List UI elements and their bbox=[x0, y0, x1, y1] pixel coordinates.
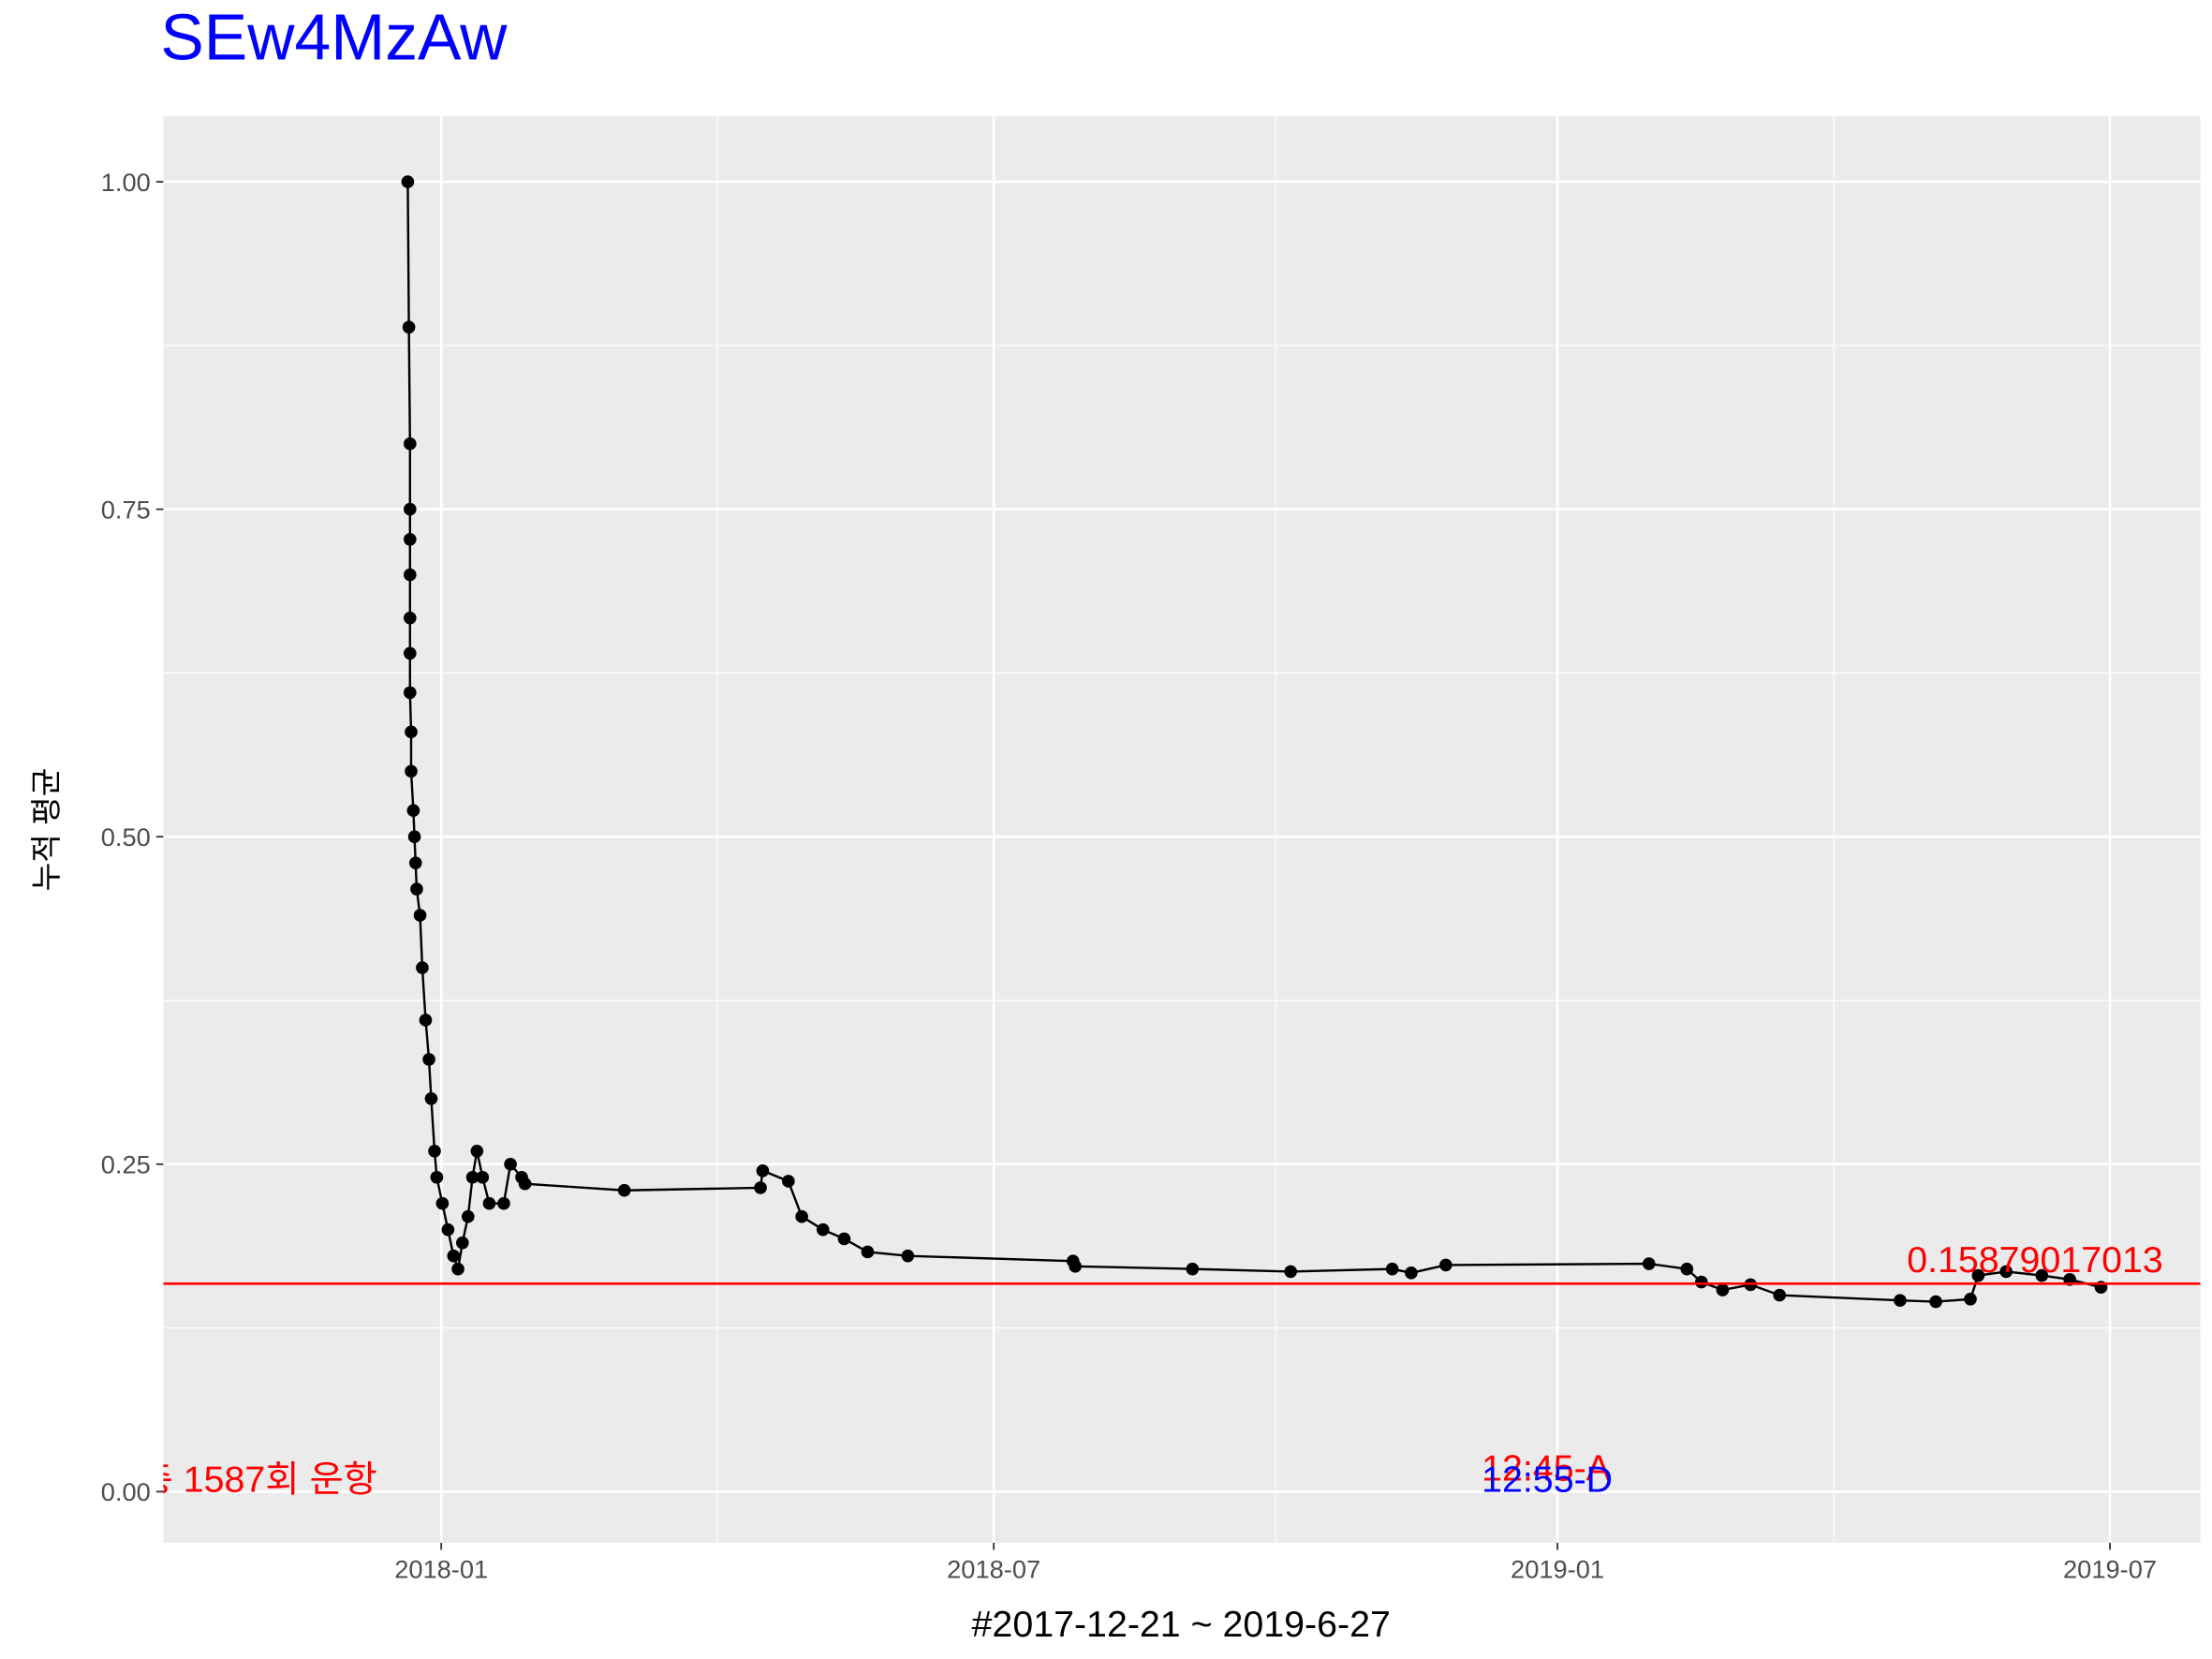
data-point bbox=[461, 1209, 475, 1223]
data-point bbox=[1642, 1257, 1656, 1270]
data-point bbox=[451, 1262, 465, 1276]
x-tick-label: 2019-01 bbox=[1511, 1555, 1604, 1584]
data-point bbox=[465, 1170, 479, 1184]
data-point bbox=[441, 1222, 455, 1237]
data-point bbox=[1971, 1268, 1985, 1282]
data-point bbox=[413, 909, 427, 922]
data-point bbox=[406, 804, 420, 818]
data-point bbox=[1069, 1260, 1082, 1273]
data-point bbox=[403, 568, 417, 582]
data-point bbox=[795, 1209, 808, 1223]
x-tick-label: 2018-01 bbox=[394, 1555, 488, 1584]
data-point bbox=[482, 1196, 496, 1210]
data-point bbox=[754, 1181, 767, 1194]
x-tick-label: 2019-07 bbox=[2063, 1555, 2157, 1584]
data-point bbox=[422, 1053, 435, 1066]
data-point bbox=[782, 1175, 795, 1188]
annotation: 총 1587회 운항 bbox=[140, 1459, 377, 1500]
data-point bbox=[1894, 1294, 1907, 1308]
data-point bbox=[403, 686, 417, 700]
data-point bbox=[435, 1196, 450, 1210]
x-tick-label: 2018-07 bbox=[947, 1555, 1040, 1584]
data-point bbox=[1405, 1266, 1418, 1280]
data-point bbox=[402, 320, 416, 334]
y-tick-label: 1.00 bbox=[101, 168, 151, 197]
data-point bbox=[1964, 1292, 1977, 1306]
data-point bbox=[403, 437, 417, 451]
panel-background bbox=[163, 116, 2201, 1543]
data-point bbox=[837, 1232, 851, 1246]
data-point bbox=[416, 961, 429, 974]
data-point bbox=[504, 1157, 517, 1171]
data-point bbox=[617, 1183, 631, 1197]
data-point bbox=[428, 1144, 441, 1158]
data-point bbox=[405, 764, 418, 778]
data-point bbox=[430, 1170, 444, 1184]
y-tick-label: 0.00 bbox=[101, 1477, 151, 1506]
data-point bbox=[407, 830, 421, 844]
data-point bbox=[497, 1196, 510, 1210]
data-point bbox=[1680, 1262, 1694, 1276]
chart-title: SEw4MzAw bbox=[160, 1, 508, 74]
axes: 2018-01 2018-07 2019-01 2019-07 0.00 0.25 0.50… bbox=[101, 168, 2157, 1584]
y-tick-label: 0.50 bbox=[101, 822, 151, 852]
data-point bbox=[901, 1249, 915, 1263]
data-point bbox=[410, 882, 423, 896]
data-point bbox=[861, 1245, 875, 1259]
y-tick-label: 0.25 bbox=[101, 1150, 151, 1179]
data-point bbox=[419, 1014, 433, 1027]
data-point bbox=[401, 175, 415, 188]
data-point bbox=[816, 1222, 830, 1237]
data-point bbox=[470, 1144, 484, 1158]
data-point bbox=[447, 1249, 461, 1263]
plot-area: 0.15879017013 총 1587회 운항 12:45-A12:55-D bbox=[140, 175, 2201, 1500]
data-point bbox=[1716, 1283, 1730, 1296]
data-point bbox=[2035, 1268, 2049, 1282]
y-axis-title: 누적 평균 bbox=[30, 768, 65, 892]
data-point bbox=[405, 725, 418, 739]
data-point bbox=[1929, 1295, 1942, 1309]
annotation: 12:45-A bbox=[1482, 1447, 1612, 1489]
data-point bbox=[403, 611, 417, 625]
x-axis-title: #2017-12-21 ~ 2019-6-27 bbox=[972, 1604, 1391, 1645]
data-point bbox=[1694, 1275, 1708, 1289]
data-point bbox=[408, 856, 422, 869]
data-point bbox=[1773, 1288, 1787, 1302]
data-point bbox=[476, 1170, 490, 1184]
data-point bbox=[518, 1177, 532, 1191]
data-point bbox=[1439, 1258, 1453, 1272]
data-point bbox=[424, 1092, 438, 1105]
data-point bbox=[403, 532, 417, 546]
data-point bbox=[403, 646, 417, 660]
data-point bbox=[403, 502, 417, 516]
data-point bbox=[1385, 1262, 1399, 1276]
grid bbox=[163, 116, 2201, 1543]
data-point bbox=[456, 1236, 469, 1250]
data-point bbox=[1284, 1265, 1297, 1279]
y-tick-label: 0.75 bbox=[101, 495, 151, 524]
data-point bbox=[1186, 1262, 1200, 1276]
data-point bbox=[756, 1163, 770, 1178]
annotation: 12:55-D bbox=[1482, 1459, 1613, 1500]
data-point bbox=[1999, 1265, 2013, 1279]
reference-label: 0.15879017013 bbox=[1907, 1239, 2163, 1281]
